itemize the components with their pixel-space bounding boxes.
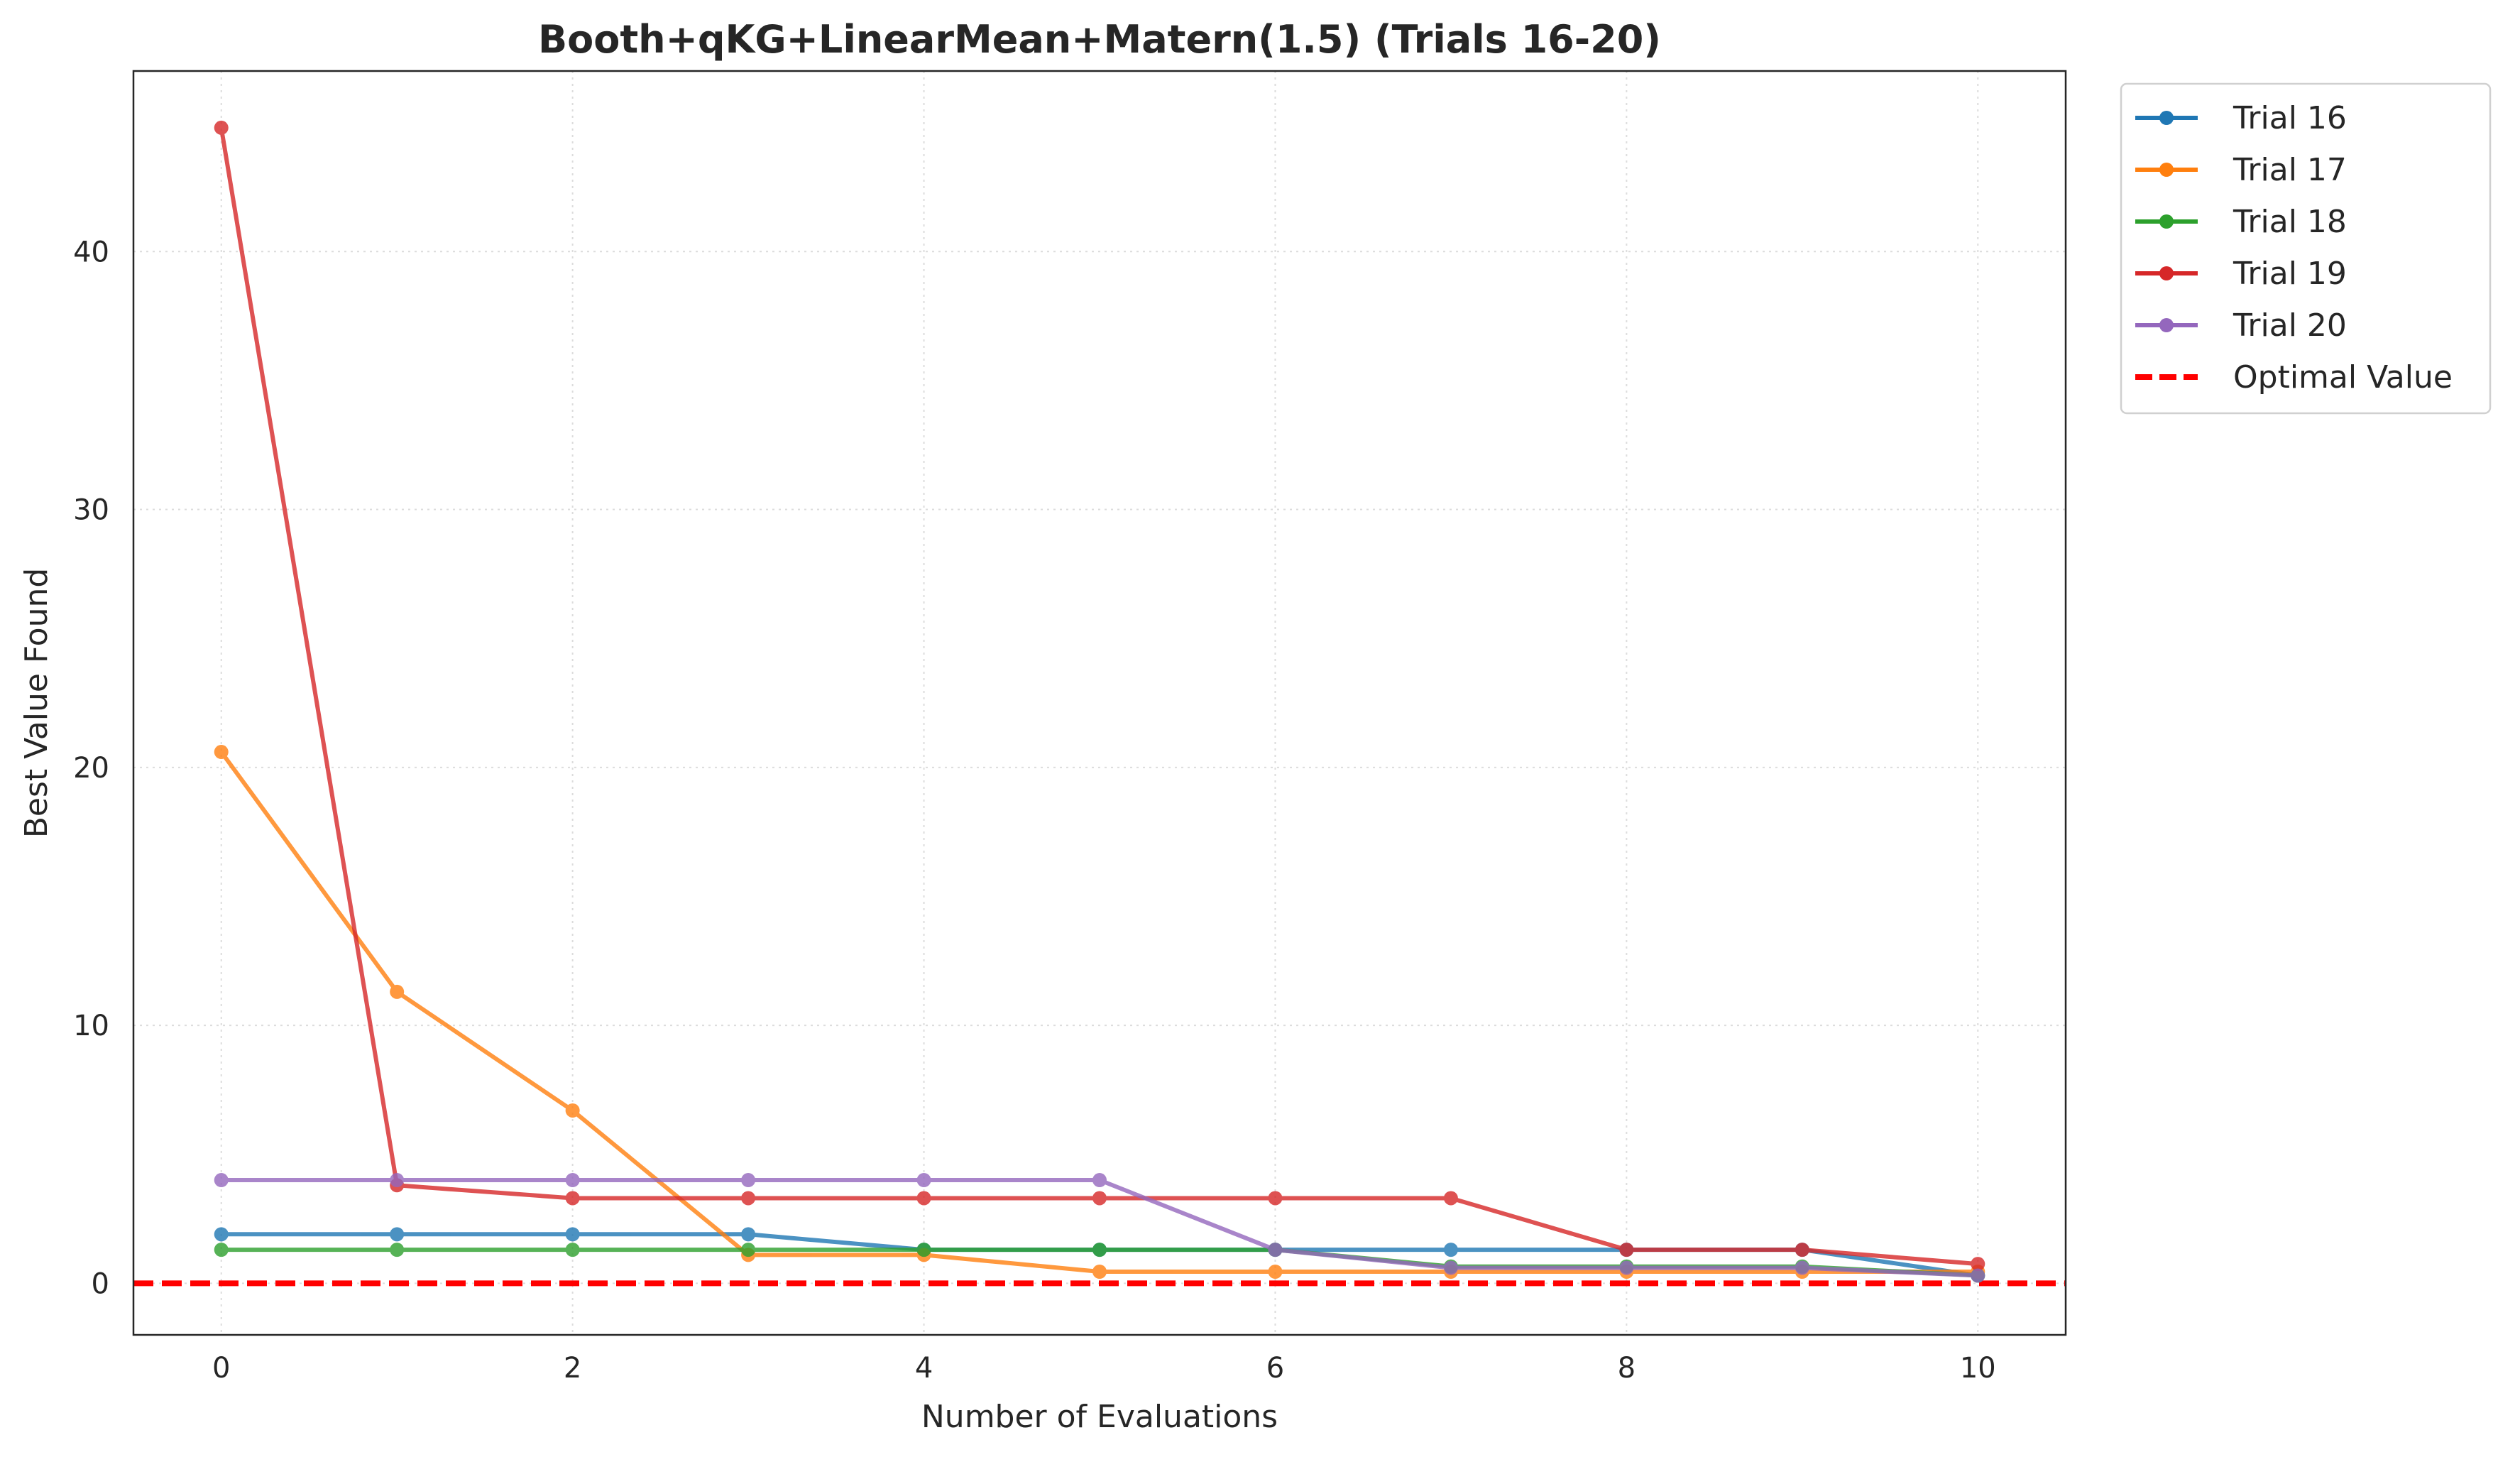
data-point	[390, 1173, 405, 1188]
y-tick-label: 10	[73, 1010, 109, 1042]
data-point	[1092, 1243, 1107, 1257]
data-point	[1268, 1243, 1283, 1257]
data-point	[1092, 1191, 1107, 1206]
data-point	[1092, 1173, 1107, 1188]
x-tick-label: 6	[1266, 1352, 1284, 1385]
y-axis-label: Best Value Found	[18, 568, 55, 839]
data-point	[1619, 1243, 1634, 1257]
legend-label: Trial 18	[2233, 204, 2347, 240]
data-point	[741, 1243, 756, 1257]
data-point	[741, 1173, 756, 1188]
y-tick-label: 40	[73, 236, 109, 268]
data-point	[916, 1243, 931, 1257]
legend-label: Trial 16	[2233, 100, 2347, 136]
data-point	[565, 1103, 580, 1118]
data-point	[390, 1243, 405, 1257]
data-point	[214, 1227, 229, 1242]
data-point	[214, 745, 229, 760]
data-point	[1443, 1243, 1458, 1257]
series-layer	[214, 120, 1985, 1283]
data-point	[1795, 1243, 1809, 1257]
y-tick-label: 30	[73, 494, 109, 527]
y-tick-label: 0	[92, 1267, 109, 1300]
legend: Trial 16 Trial 17 Trial 18 Trial 19 Trial 20…	[2120, 82, 2492, 415]
legend-label: Trial 17	[2233, 152, 2347, 188]
data-point	[1795, 1260, 1809, 1275]
legend-swatch-marker	[2159, 111, 2174, 125]
x-tick-label: 4	[915, 1352, 933, 1385]
legend-label: Optimal Value	[2233, 359, 2453, 395]
x-tick-label: 2	[564, 1352, 581, 1385]
data-point	[214, 1243, 229, 1257]
data-point	[1443, 1191, 1458, 1206]
data-point	[565, 1191, 580, 1206]
axis-ticks: 0 2 4 6 8 10 0 10 20 30 40	[73, 236, 1996, 1385]
data-point	[916, 1191, 931, 1206]
data-point	[741, 1191, 756, 1206]
legend-swatch-marker	[2159, 214, 2174, 229]
data-point	[916, 1173, 931, 1188]
data-point	[1619, 1260, 1634, 1275]
data-point	[1092, 1265, 1107, 1279]
data-point	[565, 1243, 580, 1257]
data-point	[565, 1227, 580, 1242]
x-axis-label: Number of Evaluations	[921, 1399, 1278, 1435]
data-point	[390, 1227, 405, 1242]
data-point	[1971, 1257, 1985, 1272]
legend-label: Trial 19	[2233, 256, 2347, 292]
data-point	[214, 1173, 229, 1188]
data-point	[741, 1227, 756, 1242]
legend-swatch-marker	[2159, 163, 2174, 177]
legend-frame	[2120, 82, 2492, 415]
series-trial-20	[214, 1173, 1985, 1283]
y-tick-label: 20	[73, 752, 109, 785]
x-tick-label: 10	[1960, 1352, 1996, 1385]
data-point	[1443, 1260, 1458, 1275]
x-tick-label: 0	[212, 1352, 230, 1385]
data-point	[565, 1173, 580, 1188]
legend-swatch-marker	[2159, 266, 2174, 280]
data-point	[214, 120, 229, 135]
legend-label: Trial 20	[2233, 307, 2347, 344]
data-point	[390, 984, 405, 999]
data-point	[1971, 1268, 1985, 1283]
data-point	[1268, 1191, 1283, 1206]
legend-swatch-marker	[2159, 318, 2174, 332]
chart-title: Booth+qKG+LinearMean+Matern(1.5) (Trials…	[538, 17, 1661, 62]
plot-frame	[132, 70, 2067, 1336]
data-point	[1268, 1265, 1283, 1279]
x-tick-label: 8	[1618, 1352, 1636, 1385]
